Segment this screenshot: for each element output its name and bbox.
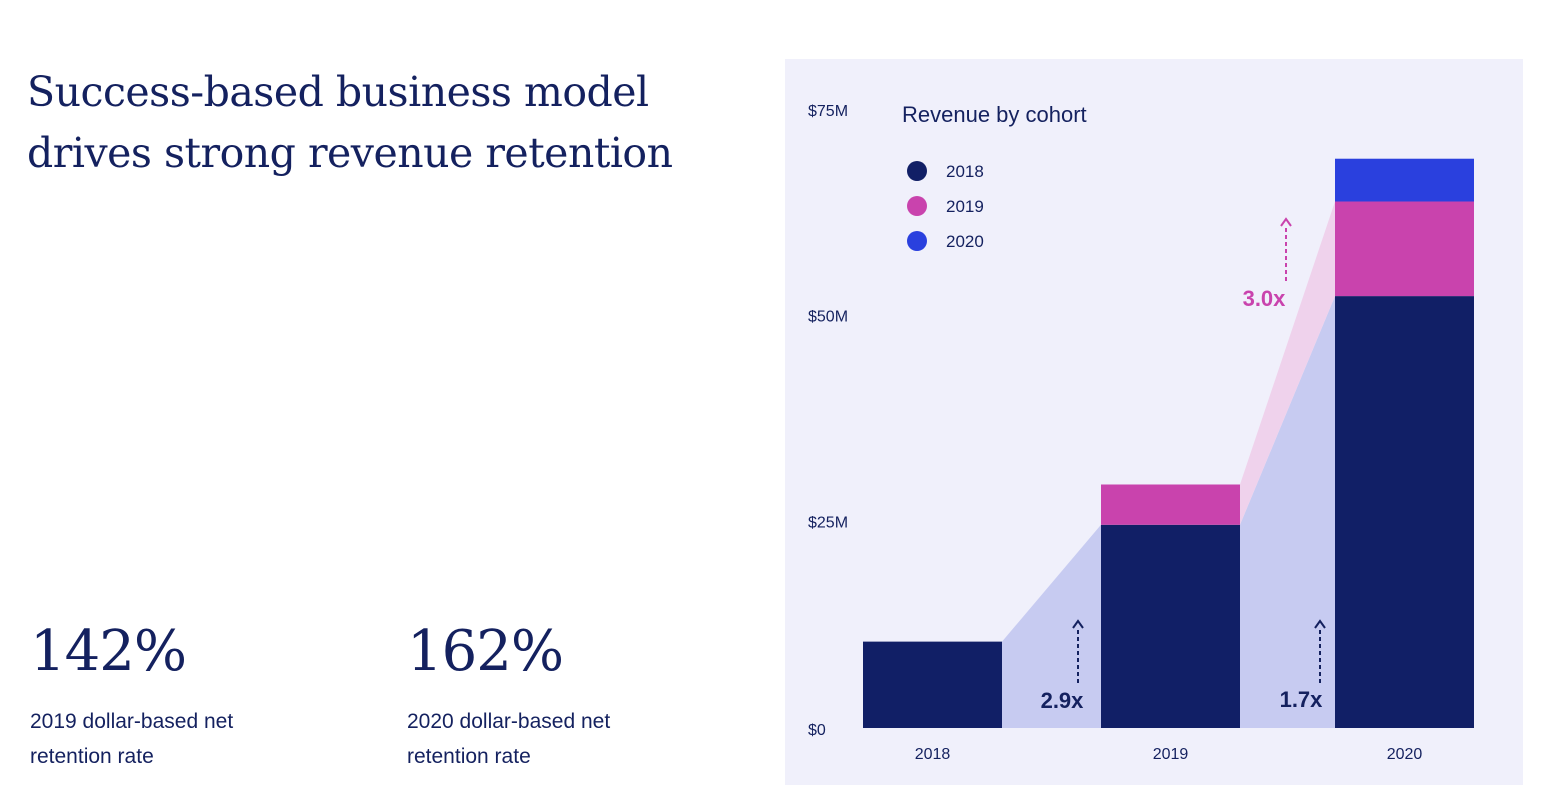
legend-label: 2018 bbox=[946, 162, 984, 181]
x-tick-label: 2018 bbox=[915, 746, 951, 763]
headline: Success-based business model drives stro… bbox=[27, 62, 747, 184]
bar-2020-series-2019 bbox=[1335, 201, 1474, 297]
y-tick-label: $25M bbox=[808, 514, 848, 531]
bar-2020-series-2020 bbox=[1335, 158, 1474, 202]
y-tick-label: $75M bbox=[808, 103, 848, 120]
chart-title: Revenue by cohort bbox=[902, 102, 1087, 127]
stat-value: 142% bbox=[30, 619, 187, 684]
annotation-arrow-head bbox=[1314, 619, 1326, 629]
annotation-label: 1.7x bbox=[1280, 687, 1324, 712]
bar-2019-series-2018 bbox=[1101, 524, 1240, 728]
bar-2018-series-2018 bbox=[863, 641, 1002, 728]
stat-2019-retention: 142% 2019 dollar-based net retention rat… bbox=[30, 614, 300, 774]
headline-line-2: drives strong revenue retention bbox=[27, 129, 673, 177]
flow-band-2018-cohort bbox=[1002, 524, 1101, 728]
stat-value: 162% bbox=[407, 619, 564, 684]
legend-marker bbox=[907, 231, 927, 251]
flow-band-2018-cohort bbox=[1240, 296, 1335, 728]
legend-label: 2019 bbox=[946, 197, 984, 216]
stat-2020-retention: 162% 2020 dollar-based net retention rat… bbox=[407, 614, 677, 774]
legend-label: 2020 bbox=[946, 232, 984, 251]
legend-marker bbox=[907, 161, 927, 181]
chart-panel: $0 $25M $50M $75M 2018 2019 2020 Revenue by coh… bbox=[785, 59, 1523, 785]
stat-caption: 2019 dollar-based net retention rate bbox=[30, 710, 234, 768]
flow-band-2019-cohort bbox=[1240, 201, 1335, 525]
x-tick-label: 2020 bbox=[1387, 746, 1423, 763]
annotation-label: 3.0x bbox=[1243, 286, 1287, 311]
bar-2020-series-2018 bbox=[1335, 296, 1474, 728]
bar-2019-series-2019 bbox=[1101, 484, 1240, 525]
revenue-by-cohort-chart: $0 $25M $50M $75M 2018 2019 2020 Revenue by coh… bbox=[808, 102, 1474, 763]
stat-caption: 2020 dollar-based net retention rate bbox=[407, 710, 611, 768]
annotation-arrow-head bbox=[1280, 217, 1292, 227]
y-tick-label: $0 bbox=[808, 722, 826, 739]
legend-marker bbox=[907, 196, 927, 216]
annotation-label: 2.9x bbox=[1041, 688, 1085, 713]
headline-line-1: Success-based business model bbox=[27, 68, 649, 116]
annotation-arrow-head bbox=[1072, 619, 1084, 629]
y-tick-label: $50M bbox=[808, 309, 848, 326]
x-tick-label: 2019 bbox=[1153, 746, 1189, 763]
